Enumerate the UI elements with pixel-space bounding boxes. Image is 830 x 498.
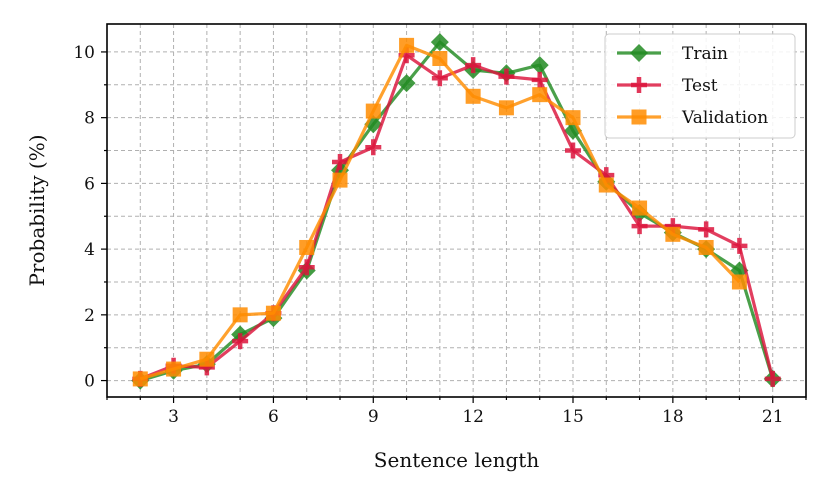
x-tick-label: 12 (462, 407, 484, 427)
x-tick-label: 15 (562, 407, 584, 427)
legend-label-validation: Validation (681, 108, 768, 128)
data-point-test (565, 142, 581, 159)
x-tick-label: 9 (368, 407, 379, 427)
data-point-validation (532, 87, 548, 103)
legend-box (604, 33, 796, 139)
data-point-validation (565, 110, 581, 126)
data-point-test (531, 71, 548, 88)
data-point-train (430, 33, 449, 52)
data-point-test (431, 70, 448, 87)
data-point-validation (731, 274, 747, 290)
data-point-validation (632, 200, 648, 216)
data-point-validation (232, 307, 248, 323)
data-point-test (232, 333, 249, 350)
x-axis-label: Sentence length (374, 448, 540, 472)
x-tick-label: 3 (168, 407, 179, 427)
x-tick-label: 18 (662, 407, 684, 427)
data-point-validation (332, 172, 348, 188)
legend-marker-validation (631, 109, 647, 125)
data-point-validation (598, 177, 614, 193)
data-point-validation (132, 371, 148, 387)
legend-label-train: Train (682, 44, 728, 64)
data-point-test (631, 218, 648, 235)
legend: Train Test Validation (604, 33, 796, 139)
data-point-test (764, 370, 781, 387)
data-point-validation (265, 305, 281, 321)
data-point-validation (299, 239, 315, 255)
data-point-validation (365, 103, 381, 119)
data-point-validation (166, 361, 182, 377)
y-tick-label: 8 (84, 109, 95, 129)
axis-ticks: 3 6 9 12 15 18 21 0 2 4 6 8 10 (73, 43, 807, 427)
data-point-train (397, 74, 416, 93)
x-tick-label: 6 (268, 407, 279, 427)
plot-area-frame (106, 23, 807, 398)
legend-label-test: Test (682, 76, 718, 96)
data-point-test (465, 57, 482, 74)
data-point-test (298, 259, 315, 276)
data-point-validation (698, 239, 714, 255)
y-tick-label: 2 (84, 306, 95, 326)
data-point-test (365, 139, 382, 156)
y-tick-label: 6 (84, 174, 95, 194)
series-layer (131, 33, 782, 390)
y-tick-label: 4 (84, 240, 95, 260)
data-point-test (731, 237, 748, 254)
data-point-validation (665, 226, 681, 242)
y-axis-label: Probability (%) (25, 134, 49, 286)
data-point-test (498, 68, 515, 85)
data-point-validation (498, 100, 514, 116)
data-point-validation (199, 351, 215, 367)
data-point-train (530, 56, 549, 75)
legend-marker-train (630, 44, 648, 62)
y-tick-label: 0 (84, 372, 95, 392)
data-point-validation (399, 37, 415, 53)
data-point-validation (432, 51, 448, 67)
legend-marker-test (631, 77, 647, 93)
series-validation (132, 37, 747, 387)
x-tick-label: 21 (762, 407, 784, 427)
y-tick-label: 10 (73, 43, 95, 63)
data-point-validation (465, 88, 481, 104)
data-point-test (332, 154, 348, 171)
data-point-test (698, 221, 715, 238)
